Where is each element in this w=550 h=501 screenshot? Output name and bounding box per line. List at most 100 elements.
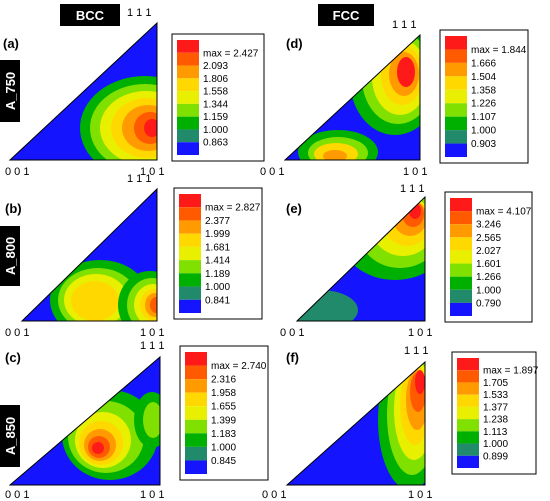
panel-a: (a) 1 1 1 0 0 1 1 0 1 max = 2.427 2.093 1.… [3, 7, 265, 178]
legend-swatch-e-7 [450, 289, 472, 303]
legend-e: max = 4.107 3.246 2.565 2.027 1.601 1.266 1.00… [444, 191, 533, 323]
legend-swatch-c-0 [185, 352, 207, 366]
legend-label-c-4: 1.399 [211, 415, 236, 426]
ipf-triangle-f [287, 362, 425, 485]
panel-letter-a: (a) [3, 36, 19, 51]
legend-swatch-e-2 [450, 224, 472, 238]
row-label-box-850 [0, 405, 20, 467]
legend-swatch-a-0 [177, 40, 199, 53]
legend-swatch-c-2 [185, 379, 207, 393]
legend-swatch-b-8 [179, 299, 201, 313]
legend-swatch-f-6 [457, 431, 479, 444]
legend-label-f-4: 1.238 [483, 415, 508, 426]
legend-label-a-7: 0.863 [203, 138, 228, 149]
legend-label-a-0: max = 2.427 [203, 48, 259, 59]
legend-label-d-2: 1.504 [471, 72, 496, 83]
legend-swatch-c-6 [185, 433, 207, 447]
vertex-001-f: 0 0 1 [262, 489, 286, 501]
legend-label-e-2: 2.565 [476, 233, 501, 244]
legend-label-e-5: 1.266 [476, 272, 501, 283]
legend-label-f-2: 1.533 [483, 390, 508, 401]
bcc-header: BCC [76, 8, 105, 23]
legend-swatch-b-0 [179, 194, 201, 208]
legend-swatch-b-6 [179, 273, 201, 287]
vertex-101-c: 1 0 1 [140, 489, 164, 501]
vertex-111-d: 1 1 1 [392, 19, 416, 31]
vertex-001-c: 0 0 1 [5, 489, 29, 501]
legend-label-c-0: max = 2.740 [211, 361, 267, 372]
legend-label-c-5: 1.183 [211, 429, 236, 440]
legend-label-e-0: max = 4.107 [476, 207, 532, 218]
legend-swatch-c-5 [185, 419, 207, 434]
legend-label-b-7: 0.841 [205, 295, 230, 306]
row-label-a800: A_800 [3, 237, 18, 275]
legend-swatch-f-7 [457, 443, 479, 456]
panel-b: (b) 1 1 1 0 0 1 1 0 1 max = 2.827 2.377 1.… [5, 173, 263, 339]
vertex-111-c: 1 1 1 [140, 340, 164, 352]
panel-letter-f: (f) [286, 350, 299, 365]
row-label-box-800 [0, 226, 20, 286]
legend-label-b-3: 1.681 [205, 242, 230, 253]
legend-swatch-c-3 [185, 392, 207, 407]
vertex-001-a: 0 0 1 [5, 166, 29, 178]
panel-c: (c) 1 1 1 0 0 1 1 0 1 max = 2.740 2.316 1.… [5, 340, 269, 501]
legend-label-c-3: 1.655 [211, 402, 236, 413]
legend-label-e-1: 3.246 [476, 220, 501, 231]
legend-swatch-e-3 [450, 237, 472, 251]
legend-swatch-f-2 [457, 382, 479, 395]
legend-swatch-f-0 [457, 358, 479, 371]
legend-swatch-e-0 [450, 198, 472, 212]
legend-swatch-c-7 [185, 446, 207, 461]
legend-label-b-5: 1.189 [205, 269, 230, 280]
legend-label-e-3: 2.027 [476, 246, 501, 257]
legend-label-f-7: 0.899 [483, 451, 508, 462]
legend-swatch-d-7 [445, 130, 467, 144]
panel-letter-e: (e) [286, 201, 302, 216]
legend-swatch-f-3 [457, 394, 479, 407]
panel-f: (f) 1 1 1 0 0 1 1 0 1 max = 1.8971.7051.… [262, 345, 539, 501]
fcc-header: FCC [333, 8, 360, 23]
legend-swatch-b-2 [179, 220, 201, 234]
legend-label-f-3: 1.377 [483, 402, 508, 413]
panel-letter-b: (b) [5, 201, 22, 216]
legend-swatch-d-3 [445, 76, 467, 90]
legend-label-c-2: 1.958 [211, 388, 236, 399]
legend-swatch-b-4 [179, 246, 201, 261]
legend-swatch-c-8 [185, 460, 207, 474]
legend-label-f-6: 1.000 [483, 439, 508, 450]
legend-label-b-6: 1.000 [205, 282, 230, 293]
vertex-001-d: 0 0 1 [260, 166, 284, 178]
legend-swatch-a-8 [177, 142, 199, 155]
legend-swatch-d-1 [445, 49, 467, 63]
fcc-header-box [318, 4, 374, 26]
vertex-001-e: 0 0 1 [280, 327, 304, 339]
legend-swatch-e-6 [450, 276, 472, 290]
ipf-triangle-b [22, 189, 157, 321]
legend-label-a-3: 1.558 [203, 87, 228, 98]
legend-label-e-6: 1.000 [476, 285, 501, 296]
legend-swatch-a-7 [177, 129, 199, 143]
legend-label-e-4: 1.601 [476, 259, 501, 270]
legend-swatch-f-1 [457, 370, 479, 383]
legend-swatch-f-4 [457, 406, 479, 420]
legend-d: max = 1.844 1.666 1.504 1.358 1.226 1.107 1.00… [439, 29, 529, 164]
legend-swatch-b-7 [179, 286, 201, 300]
legend-label-f-0: max = 1.897 [483, 366, 539, 377]
legend-c: max = 2.740 2.316 1.958 1.655 1.399 1.183 1.00… [179, 345, 269, 481]
legend-swatch-d-5 [445, 103, 467, 117]
legend-label-d-0: max = 1.844 [471, 45, 527, 56]
legend-label-d-5: 1.107 [471, 112, 496, 123]
vertex-101-d: 1 0 1 [403, 166, 427, 178]
legend-label-a-5: 1.159 [203, 112, 228, 123]
legend-label-c-7: 0.845 [211, 456, 236, 467]
vertex-111-e: 1 1 1 [400, 183, 424, 195]
legend-swatch-a-5 [177, 103, 199, 117]
legend-label-c-1: 2.316 [211, 375, 236, 386]
legend-label-d-6: 1.000 [471, 126, 496, 137]
legend-swatch-e-1 [450, 211, 472, 225]
panel-e: (e) 1 1 1 0 0 1 1 0 1 max = 4.107 3.246 2.… [280, 183, 533, 339]
vertex-101-f: 1 0 1 [408, 489, 432, 501]
legend-swatch-e-4 [450, 250, 472, 264]
